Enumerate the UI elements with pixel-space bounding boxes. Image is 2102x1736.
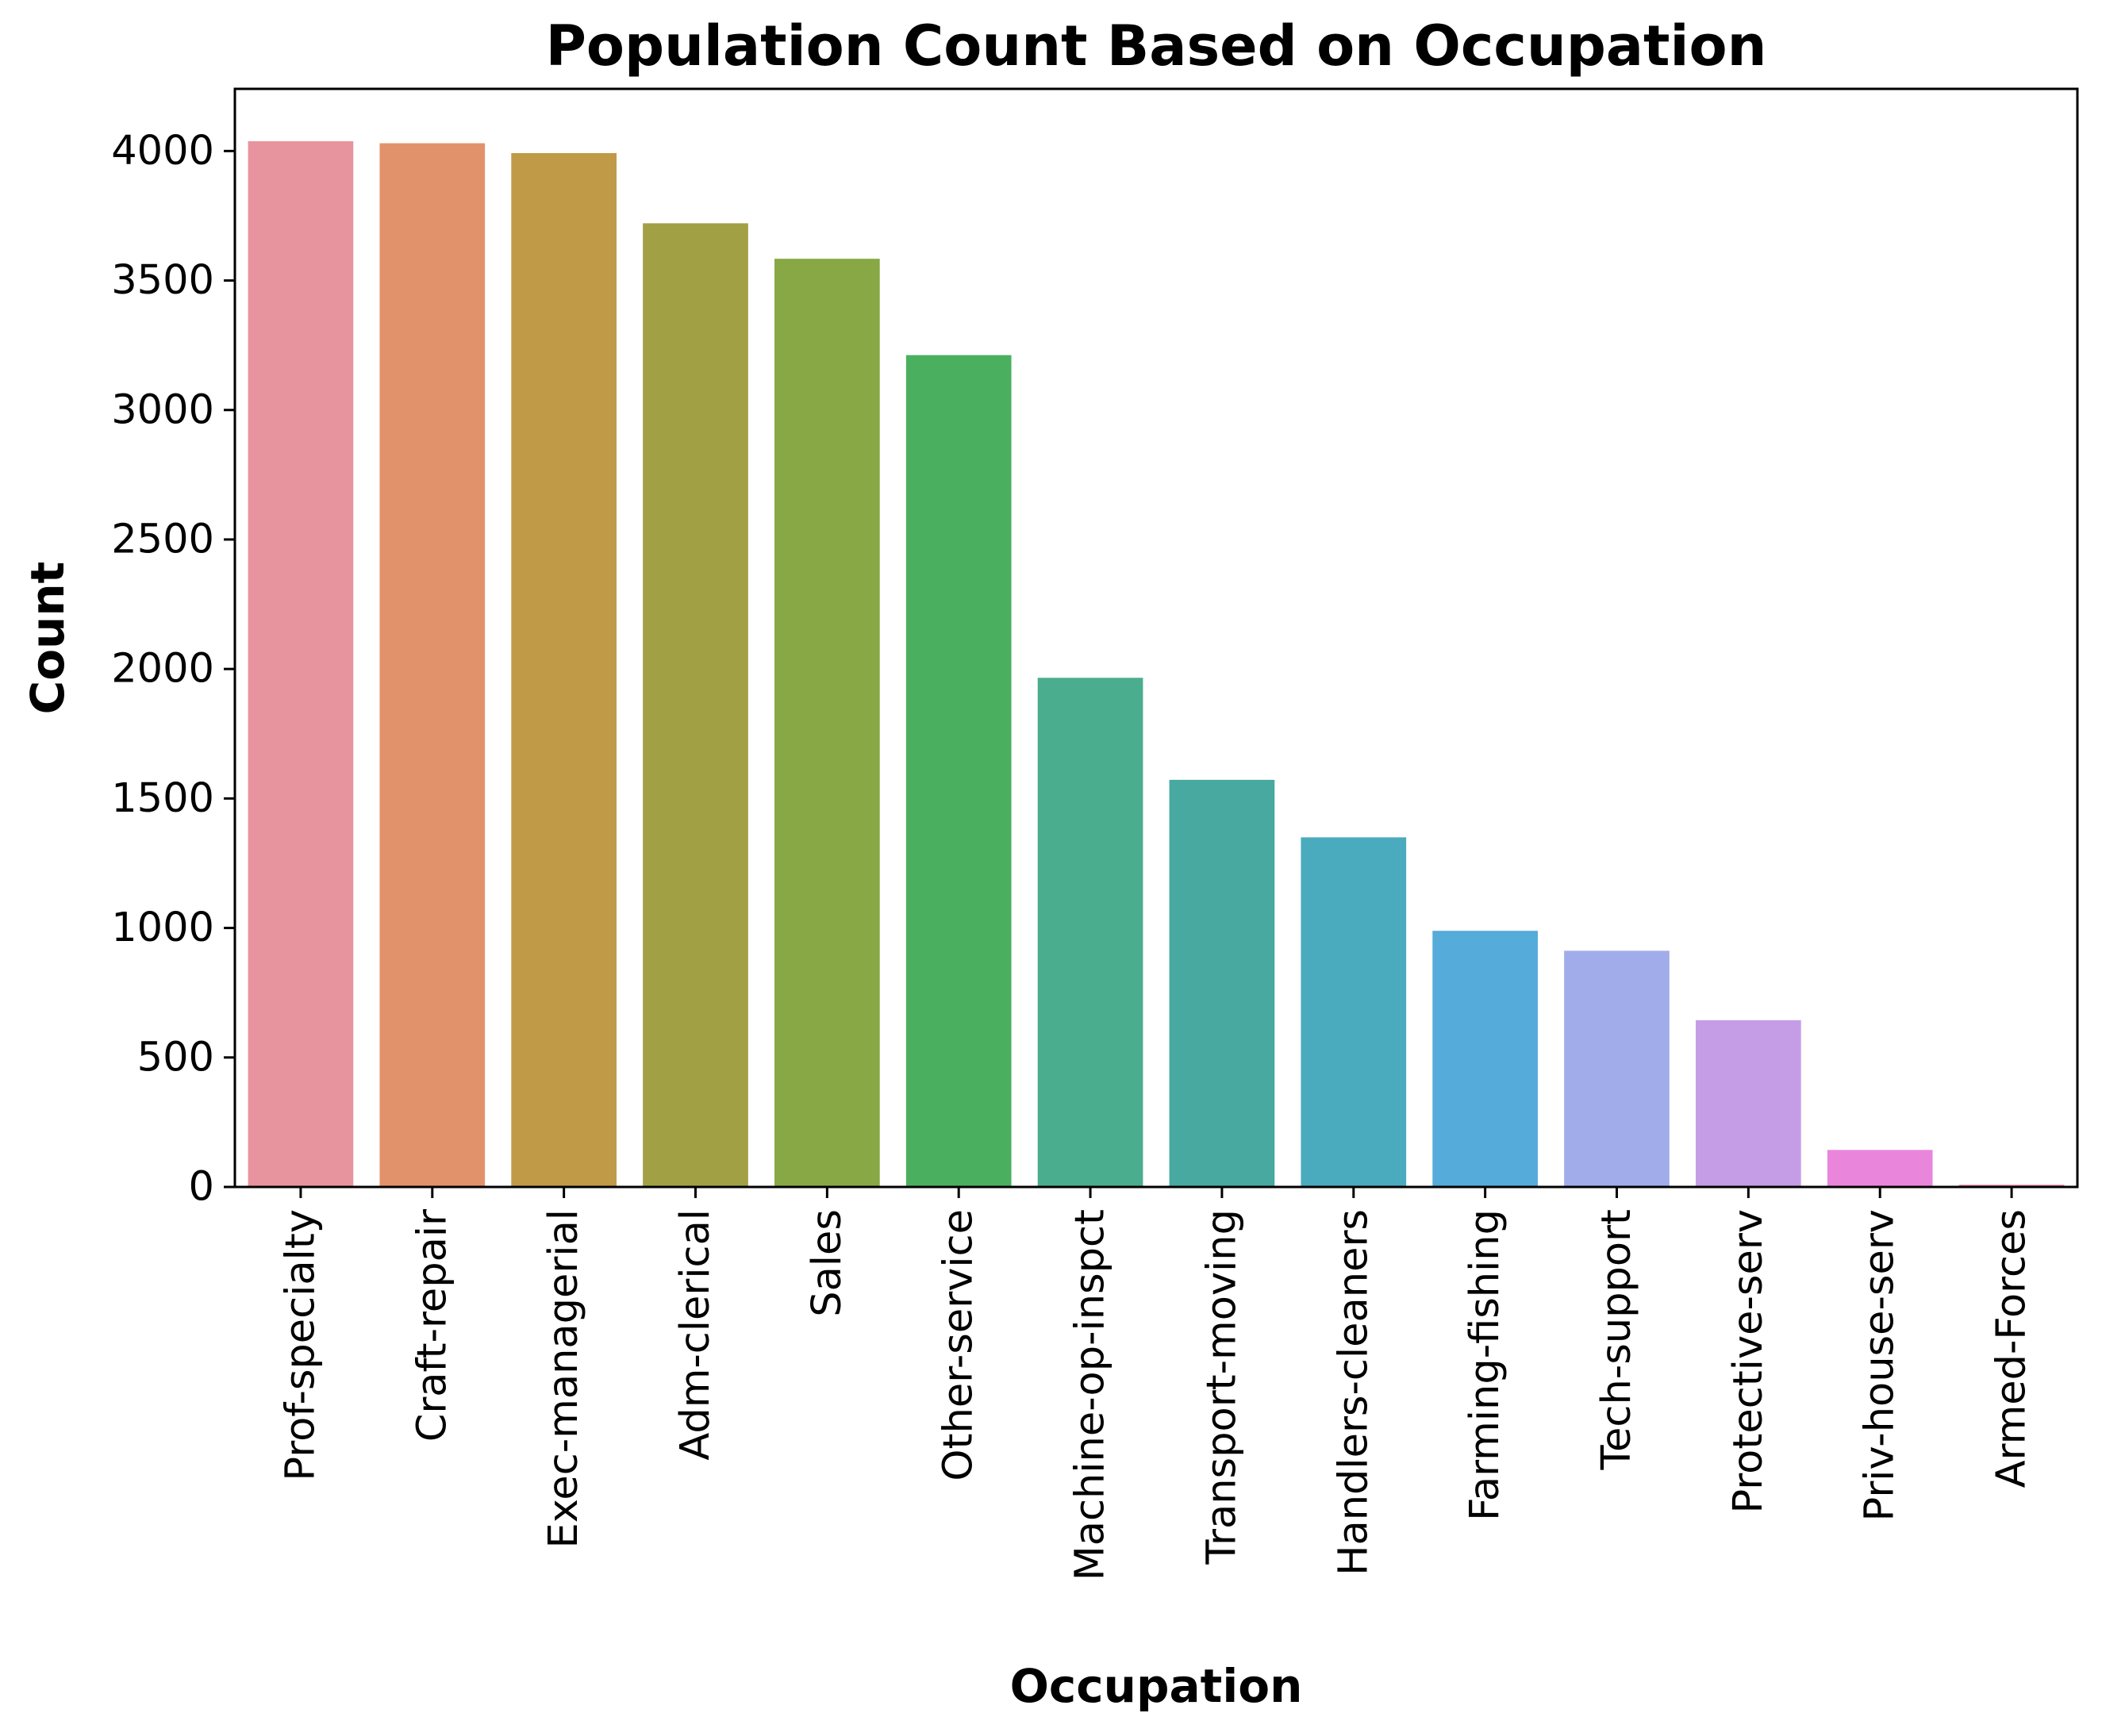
bar-craft-repair xyxy=(379,143,486,1188)
x-axis-label: Occupation xyxy=(1010,1659,1303,1713)
y-tick-label: 1000 xyxy=(111,904,214,951)
y-tick-label: 2500 xyxy=(111,516,214,563)
x-tick-label: Other-service xyxy=(936,1209,982,1481)
y-axis-ticks: 0 500 1000 1500 2000 2500 3000 3500 4000 xyxy=(111,128,235,1211)
x-tick-label: Prof-specialty xyxy=(277,1209,324,1481)
x-tick-label: Exec-managerial xyxy=(540,1209,587,1548)
bars-group xyxy=(248,140,2065,1188)
bar-sales xyxy=(774,259,880,1187)
x-tick-label: Handlers-cleaners xyxy=(1330,1209,1377,1576)
bar-adm-clerical xyxy=(643,223,748,1187)
y-tick-label: 3500 xyxy=(111,257,214,304)
x-tick-label: Tech-support xyxy=(1593,1209,1640,1470)
bar-priv-house-serv xyxy=(1827,1150,1933,1187)
bar-other-service xyxy=(905,355,1012,1188)
x-tick-label: Armed-Forces xyxy=(1989,1209,2035,1488)
x-tick-label: Adm-clerical xyxy=(672,1209,719,1461)
x-tick-label: Machine-op-inspct xyxy=(1067,1209,1114,1580)
y-tick-label: 3000 xyxy=(111,386,214,433)
bar-machine-op-inspct xyxy=(1037,678,1143,1187)
y-tick-label: 1500 xyxy=(111,775,214,822)
plot-frame xyxy=(233,87,2079,1189)
x-tick-label: Farming-fishing xyxy=(1462,1209,1508,1521)
x-tick-label: Transport-moving xyxy=(1198,1209,1245,1565)
x-axis-ticks: Prof-specialty Craft-repair Exec-manageria… xyxy=(277,1187,2035,1580)
x-tick-label: Craft-repair xyxy=(409,1209,455,1442)
bar-exec-managerial xyxy=(511,152,617,1188)
x-tick-label: Sales xyxy=(804,1209,851,1317)
y-tick-label: 0 xyxy=(189,1164,214,1211)
bar-handlers-cleaners xyxy=(1301,837,1407,1187)
bar-prof-specialty xyxy=(248,140,354,1188)
y-axis-label: Count xyxy=(21,562,75,715)
bar-tech-support xyxy=(1564,951,1670,1187)
y-tick-label: 2000 xyxy=(111,646,214,693)
bar-transport-moving xyxy=(1169,779,1275,1187)
x-tick-label: Priv-house-serv xyxy=(1857,1209,1904,1522)
chart-title: Population Count Based on Occupation xyxy=(546,13,1767,79)
x-tick-label: Protective-serv xyxy=(1725,1209,1772,1514)
y-tick-label: 4000 xyxy=(111,128,214,175)
bar-farming-fishing xyxy=(1432,931,1538,1187)
bar-protective-serv xyxy=(1696,1020,1801,1187)
y-tick-label: 500 xyxy=(137,1034,214,1081)
